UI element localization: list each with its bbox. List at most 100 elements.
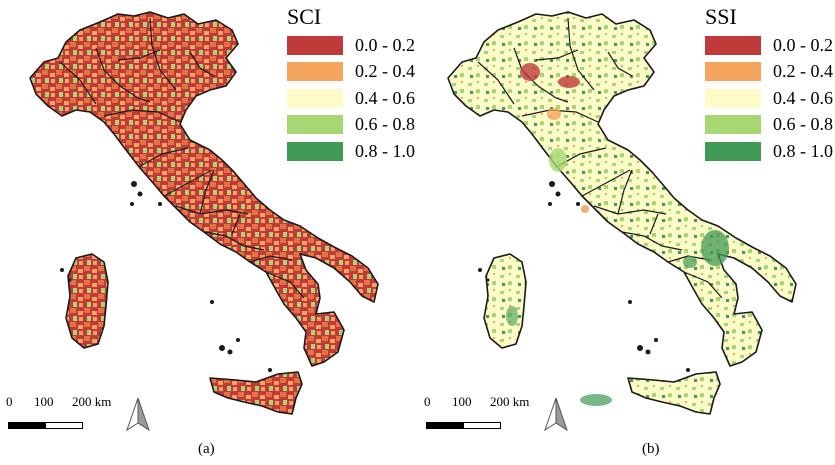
scale-label-mid: 100 (34, 394, 54, 409)
legend-item: 0.4 - 0.6 (287, 85, 415, 112)
map-panel-ssi: SSI 0.0 - 0.2 0.2 - 0.4 0.4 - 0.6 0.6 - 0.8… (418, 0, 835, 465)
legend-range-label: 0.4 - 0.6 (355, 87, 415, 108)
region-boundaries-ssi (477, 17, 723, 299)
region-border (649, 213, 659, 235)
region-border (607, 51, 633, 77)
region-border (513, 47, 569, 103)
scale-bar-white-segment (45, 422, 83, 429)
legend-item: 0.2 - 0.4 (705, 59, 833, 86)
region-border (477, 61, 515, 105)
legend-item: 0.6 - 0.8 (287, 112, 415, 139)
region-border (249, 255, 293, 263)
region-border (139, 147, 189, 167)
italy-map-sci (29, 11, 379, 415)
region-border (621, 231, 683, 251)
region-border (667, 255, 711, 263)
legend-item: 0.8 - 1.0 (287, 138, 415, 165)
legend-swatch (287, 88, 343, 108)
region-border (149, 17, 177, 91)
italy-land-ssi (447, 11, 797, 415)
islet (478, 268, 482, 272)
region-border (593, 205, 667, 215)
legend-item: 0.4 - 0.6 (705, 85, 833, 112)
legend-swatch (287, 35, 343, 55)
small-islands-ssi (478, 181, 690, 372)
legend-swatch (705, 35, 761, 55)
islet (219, 345, 225, 351)
legend-range-label: 0.8 - 1.0 (773, 140, 833, 161)
map-panel-sci: SCI 0.0 - 0.2 0.2 - 0.4 0.4 - 0.6 0.6 - 0.8… (0, 0, 417, 465)
scale-label-zero: 0 (6, 394, 13, 409)
legend-sci: SCI 0.0 - 0.2 0.2 - 0.4 0.4 - 0.6 0.6 - 0.8… (287, 2, 415, 165)
islet (236, 338, 240, 342)
red-hotspots (520, 63, 589, 213)
region-border (199, 169, 215, 215)
italy-map-ssi (447, 11, 797, 415)
legend-swatch (705, 115, 761, 135)
north-arrow-icon (544, 397, 568, 432)
caption-a: (a) (198, 441, 215, 457)
islet (137, 191, 143, 197)
islet (555, 191, 561, 197)
legend-item: 0.6 - 0.8 (705, 112, 833, 139)
region-boundaries-sci (59, 17, 305, 299)
legend-swatch (705, 88, 761, 108)
islet (227, 349, 233, 355)
legend-swatch (287, 115, 343, 135)
legend-item: 0.2 - 0.4 (287, 59, 415, 86)
region-border (581, 169, 631, 197)
region-border (231, 213, 241, 235)
region-border (265, 271, 305, 299)
legend-swatch (287, 141, 343, 161)
legend-swatch (705, 141, 761, 161)
legend-range-label: 0.0 - 0.2 (773, 34, 833, 55)
region-border (103, 109, 181, 123)
legend-ssi: SSI 0.0 - 0.2 0.2 - 0.4 0.4 - 0.6 0.6 - 0.8… (705, 2, 833, 165)
legend-range-label: 0.6 - 0.8 (773, 114, 833, 135)
legend-title: SSI (705, 4, 737, 29)
islet (131, 181, 137, 187)
islet (268, 368, 272, 372)
scale-bar-black-segment (426, 422, 464, 429)
legend-item: 0.8 - 1.0 (705, 138, 833, 165)
region-border (535, 49, 579, 61)
region-border (189, 51, 215, 77)
islet (548, 202, 552, 206)
region-border (163, 169, 213, 197)
legend-swatch (705, 62, 761, 82)
region-border (521, 109, 599, 123)
scale-bar-white-segment (463, 422, 501, 429)
islet (637, 345, 643, 351)
legend-title: SCI (287, 4, 322, 29)
region-border (175, 205, 249, 215)
legend-range-label: 0.4 - 0.6 (773, 87, 833, 108)
islet (158, 202, 162, 206)
islet (486, 278, 490, 282)
legend-item: 0.0 - 0.2 (287, 32, 415, 59)
region-border (203, 231, 265, 251)
legend-swatch (287, 62, 343, 82)
legend-range-label: 0.2 - 0.4 (773, 61, 833, 82)
region-border (617, 169, 633, 215)
region-border (683, 271, 723, 299)
land-sardinia (483, 253, 527, 349)
islet (645, 349, 651, 355)
scale-label-max: 200 km (72, 394, 112, 409)
region-border (59, 61, 97, 105)
italy-land-sci (29, 11, 379, 415)
green-hotspots (506, 148, 729, 406)
legend-range-label: 0.0 - 0.2 (355, 34, 415, 55)
scale-label-zero: 0 (424, 394, 431, 409)
islet (60, 268, 64, 272)
land-sardinia (65, 253, 109, 349)
islet (68, 278, 72, 282)
scale-label-mid: 100 (452, 394, 472, 409)
scale-bar: 0 100 200 km (424, 394, 544, 436)
islet (686, 368, 690, 372)
north-arrow-icon (126, 397, 150, 432)
caption-b: (b) (642, 441, 660, 457)
land-sicily (209, 371, 303, 415)
region-border (567, 17, 595, 91)
islet (130, 202, 134, 206)
islet (210, 300, 214, 304)
